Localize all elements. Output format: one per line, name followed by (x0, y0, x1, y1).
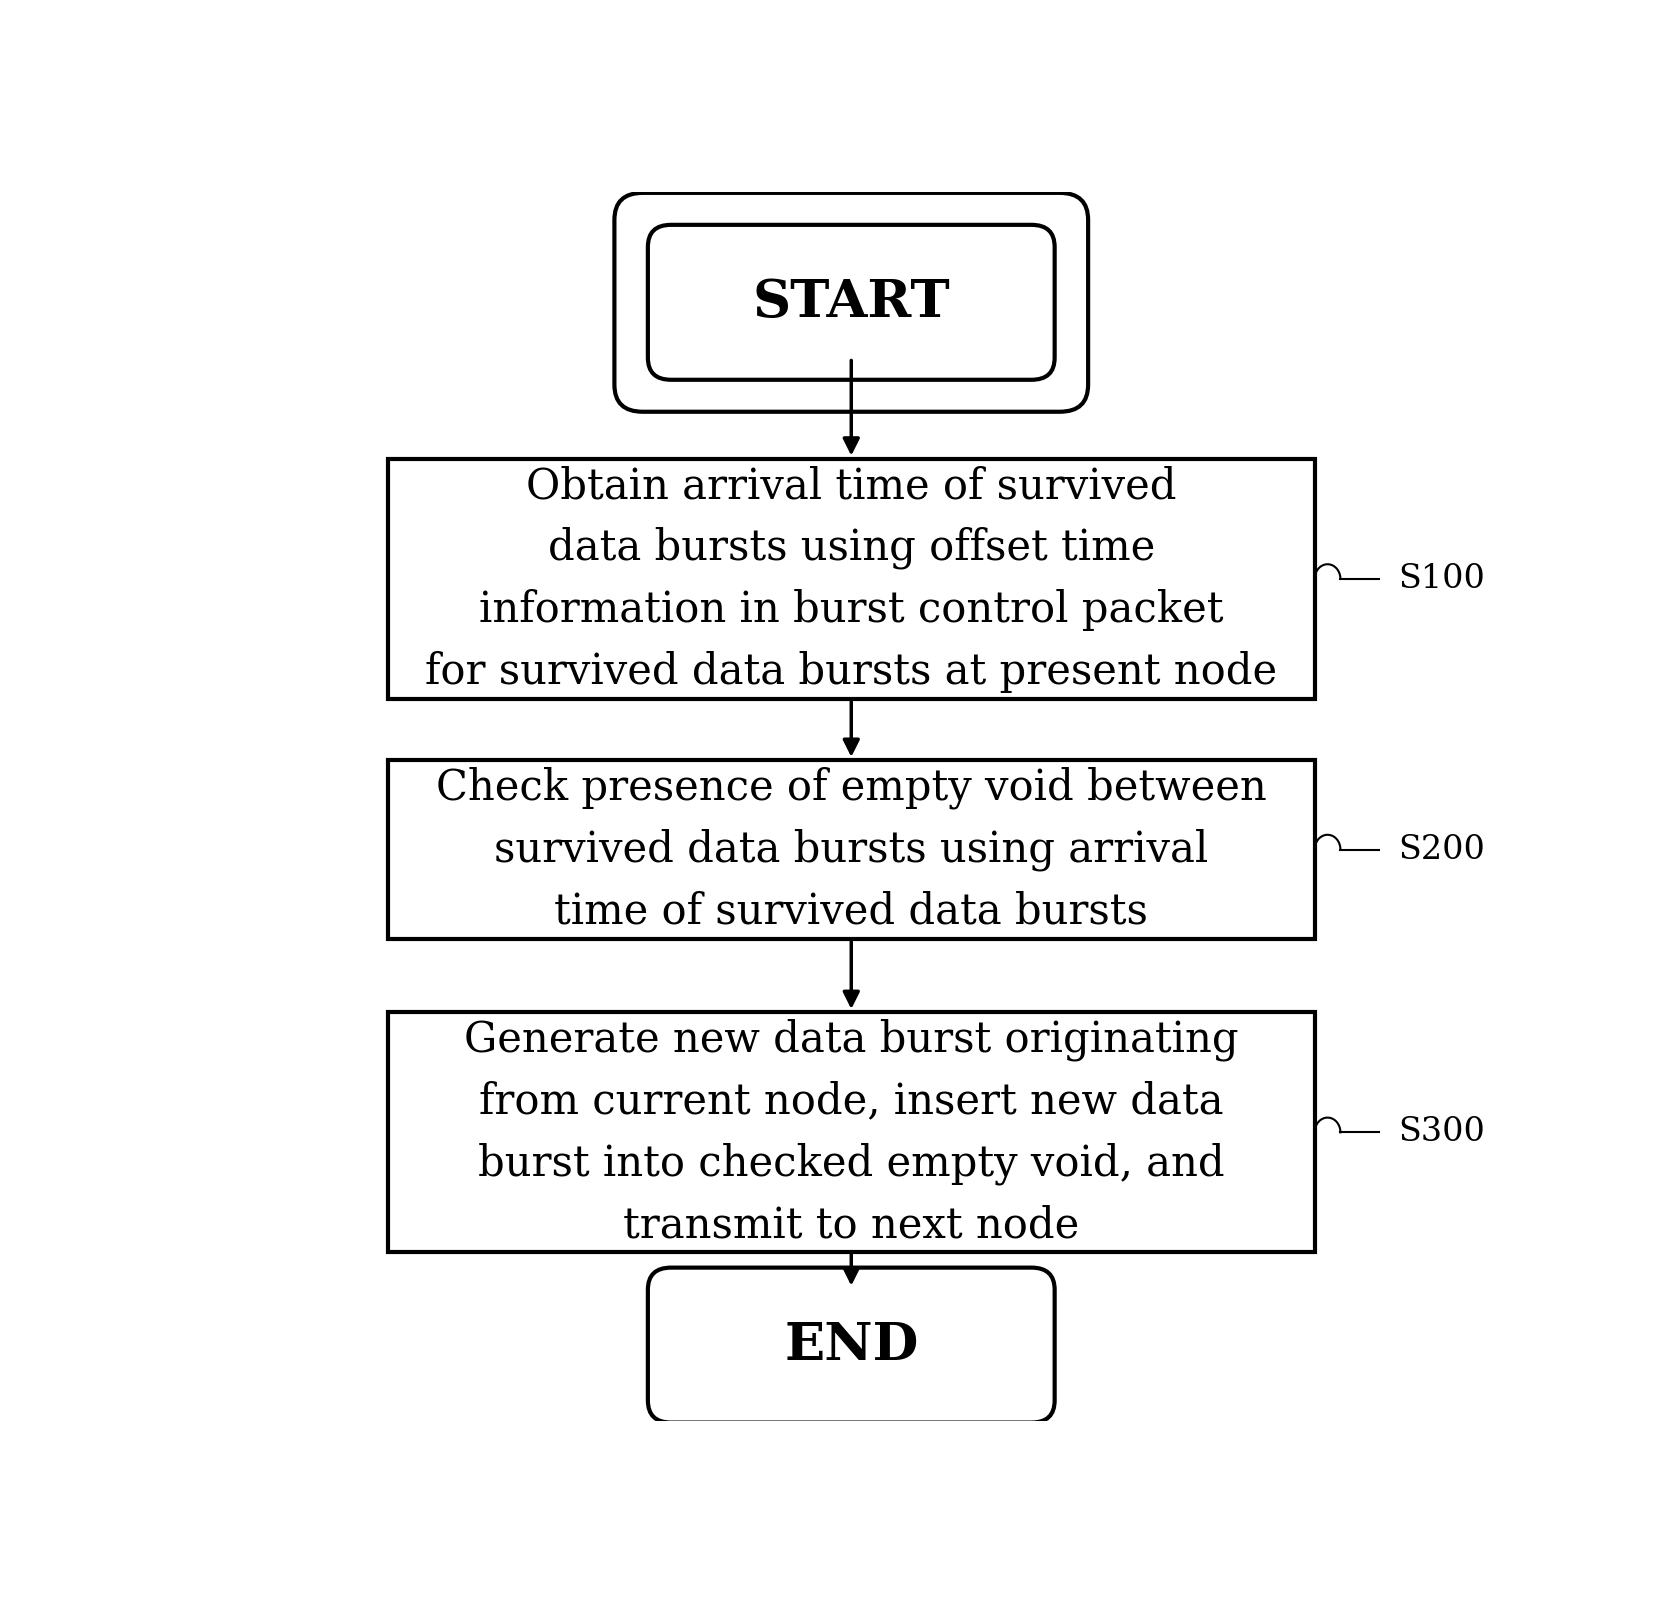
Text: S200: S200 (1399, 834, 1485, 866)
FancyBboxPatch shape (648, 1268, 1055, 1423)
Text: Check presence of empty void between
survived data bursts using arrival
time of : Check presence of empty void between sur… (435, 767, 1267, 933)
Text: Obtain arrival time of survived
data bursts using offset time
information in bur: Obtain arrival time of survived data bur… (425, 465, 1277, 693)
FancyBboxPatch shape (615, 193, 1088, 412)
Bar (389, 458, 1316, 699)
Text: END: END (784, 1319, 919, 1370)
Text: S300: S300 (1399, 1116, 1485, 1148)
FancyBboxPatch shape (648, 225, 1055, 380)
Bar (389, 1012, 1316, 1252)
Text: START: START (752, 276, 950, 327)
Text: Generate new data burst originating
from current node, insert new data
burst int: Generate new data burst originating from… (463, 1019, 1239, 1247)
Bar (389, 760, 1316, 939)
Text: S100: S100 (1399, 564, 1485, 596)
